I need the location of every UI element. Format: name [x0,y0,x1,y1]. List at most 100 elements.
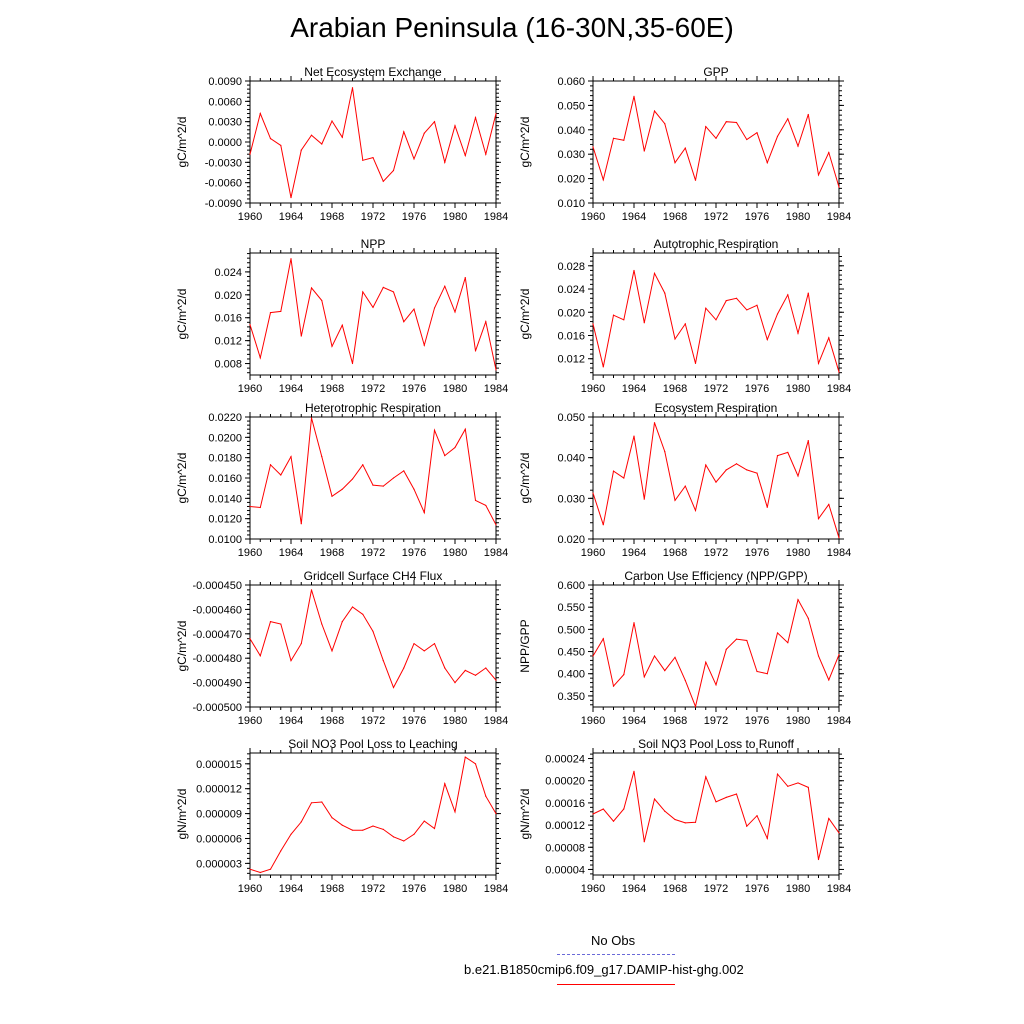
x-tick-label: 1984 [827,547,851,559]
data-point [259,506,261,509]
data-point [684,147,686,149]
x-tick-label: 1976 [745,547,769,559]
x-tick-label: 1984 [484,883,508,895]
data-point [735,793,738,795]
data-point [592,655,594,657]
y-tick-label: 0.030 [557,493,585,505]
y-axis-label: NPP/GPP [518,619,532,672]
data-point [653,110,656,112]
data-point [474,763,477,765]
data-point [612,685,615,687]
data-point [776,313,779,315]
y-tick-label: 0.0200 [208,432,242,444]
data-point [787,451,789,453]
data-point [372,825,374,827]
data-point [725,300,727,302]
x-tick-label: 1984 [484,211,508,223]
data-point [269,311,272,314]
x-tick-label: 1980 [443,383,467,395]
data-point [259,655,261,657]
y-axis-label: gC/m^2/d [175,117,189,168]
legend: No Obs b.e21.B1850cmip6.f09_g17.DAMIP-hi… [400,930,830,1000]
data-point [664,810,666,812]
data-point [684,679,686,681]
chart-autotrophic-respiration: Autotrophic Respiration gC/m^2/d 1960 1964 1… [518,237,851,395]
chart-title: Gridcell Surface CH4 Flux [304,569,443,583]
data-point [392,291,395,293]
chart-title: Ecosystem Respiration [655,401,778,415]
data-point [705,776,707,778]
data-point [807,786,809,788]
data-point [674,162,676,164]
y-tick-label: 0.00008 [545,842,585,854]
y-axis-label: gC/m^2/d [518,117,532,168]
data-point [382,286,384,288]
data-point [776,632,779,634]
data-point [828,817,830,820]
data-point [694,705,697,708]
data-point [787,785,789,787]
y-tick-label: 0.600 [557,580,585,592]
data-point [474,674,477,676]
y-tick-label: 0.0090 [208,76,242,88]
chart-ecosystem-respiration: Ecosystem Respiration gC/m^2/d 1960 1964 196… [518,401,851,559]
x-tick-label: 1960 [238,211,262,223]
data-point [495,679,497,681]
data-point [674,499,676,501]
plot-frame [249,752,497,876]
data-point [797,475,799,477]
data-point [495,524,497,526]
data-point [269,138,272,140]
chart-carbon-use-efficiency-npp-gpp: Carbon Use Efficiency (NPP/GPP) NPP/GPP 19… [518,569,851,727]
series-line [249,589,497,689]
y-tick-label: 0.0000 [208,137,242,149]
x-tick-label: 1976 [745,211,769,223]
data-point [249,505,251,508]
data-point [362,291,364,293]
y-axis-label: gC/m^2/d [175,621,189,672]
data-point [433,429,436,431]
y-tick-label: 0.020 [557,307,585,319]
data-point [474,117,477,119]
x-tick-label: 1964 [622,883,646,895]
data-point [454,125,456,127]
data-point [269,868,272,870]
data-point [454,311,456,313]
data-point [828,679,830,681]
data-point [290,660,292,662]
chart-title: Soil NO3 Pool Loss to Leaching [288,737,457,751]
chart-net-ecosystem-exchange: Net Ecosystem Exchange gC/m^2/d 1960 1964 19… [175,65,508,223]
data-point [725,796,727,798]
data-point [321,143,323,145]
data-point [602,179,604,181]
data-point [290,456,292,458]
series-line [592,598,840,709]
chart-title: Carbon Use Efficiency (NPP/GPP) [624,569,807,583]
y-axis-label: gC/m^2/d [518,289,532,340]
series-line [592,422,840,538]
data-point [643,322,645,324]
series-line [249,87,497,198]
data-point [623,674,625,676]
data-point [362,159,364,161]
data-point [280,623,282,625]
y-tick-label: 0.016 [557,330,585,342]
data-point [249,868,251,870]
chart-title: GPP [703,65,728,79]
y-tick-label: 0.0100 [208,534,242,546]
x-tick-label: 1976 [402,383,426,395]
y-tick-label: 0.050 [557,412,585,424]
data-point [602,366,604,368]
x-tick-label: 1960 [581,211,605,223]
data-point [787,642,789,644]
chart-title: Autotrophic Respiration [654,237,779,251]
chart-title: Heterotrophic Respiration [305,401,441,415]
data-point [392,477,395,479]
y-axis-label: gN/m^2/d [518,789,532,840]
data-point [423,650,425,652]
data-point [643,150,645,152]
plot-frame [592,80,840,204]
x-tick-label: 1972 [361,883,385,895]
data-point [310,417,313,419]
data-point [612,470,615,472]
